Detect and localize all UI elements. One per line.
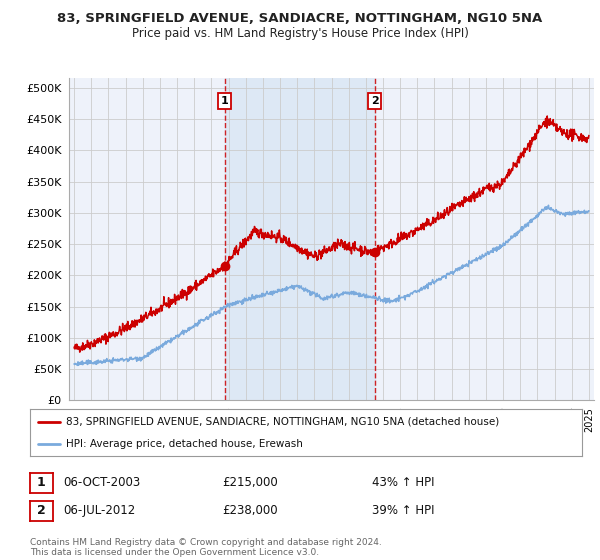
- Text: 06-OCT-2003: 06-OCT-2003: [63, 476, 140, 489]
- Text: 43% ↑ HPI: 43% ↑ HPI: [372, 476, 434, 489]
- Text: Contains HM Land Registry data © Crown copyright and database right 2024.
This d: Contains HM Land Registry data © Crown c…: [30, 538, 382, 557]
- Text: 2: 2: [371, 96, 379, 106]
- Text: Price paid vs. HM Land Registry's House Price Index (HPI): Price paid vs. HM Land Registry's House …: [131, 27, 469, 40]
- Text: 2: 2: [37, 504, 46, 517]
- Text: 1: 1: [37, 476, 46, 489]
- Text: 1: 1: [221, 96, 229, 106]
- Text: 39% ↑ HPI: 39% ↑ HPI: [372, 504, 434, 517]
- Bar: [224, 78, 375, 400]
- Text: HPI: Average price, detached house, Erewash: HPI: Average price, detached house, Erew…: [66, 438, 303, 449]
- Text: £215,000: £215,000: [222, 476, 278, 489]
- Text: £238,000: £238,000: [222, 504, 278, 517]
- Text: 06-JUL-2012: 06-JUL-2012: [63, 504, 135, 517]
- Text: 83, SPRINGFIELD AVENUE, SANDIACRE, NOTTINGHAM, NG10 5NA (detached house): 83, SPRINGFIELD AVENUE, SANDIACRE, NOTTI…: [66, 417, 499, 427]
- Text: 83, SPRINGFIELD AVENUE, SANDIACRE, NOTTINGHAM, NG10 5NA: 83, SPRINGFIELD AVENUE, SANDIACRE, NOTTI…: [58, 12, 542, 25]
